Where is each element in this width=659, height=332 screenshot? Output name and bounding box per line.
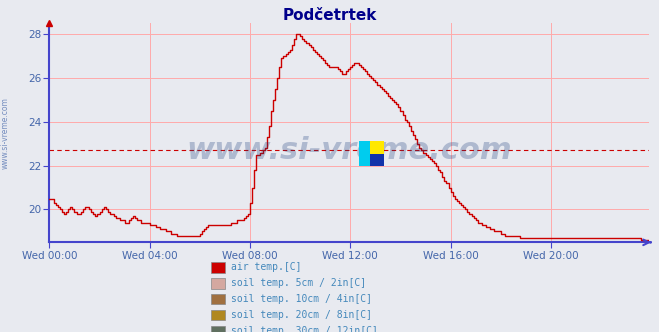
Text: Podčetrtek: Podčetrtek [282, 8, 377, 23]
Text: soil temp. 5cm / 2in[C]: soil temp. 5cm / 2in[C] [231, 278, 366, 288]
Text: www.si-vreme.com: www.si-vreme.com [186, 136, 512, 165]
Text: soil temp. 20cm / 8in[C]: soil temp. 20cm / 8in[C] [231, 310, 372, 320]
Text: air temp.[C]: air temp.[C] [231, 262, 301, 272]
Text: soil temp. 30cm / 12in[C]: soil temp. 30cm / 12in[C] [231, 326, 378, 332]
Text: soil temp. 10cm / 4in[C]: soil temp. 10cm / 4in[C] [231, 294, 372, 304]
Text: www.si-vreme.com: www.si-vreme.com [1, 97, 10, 169]
